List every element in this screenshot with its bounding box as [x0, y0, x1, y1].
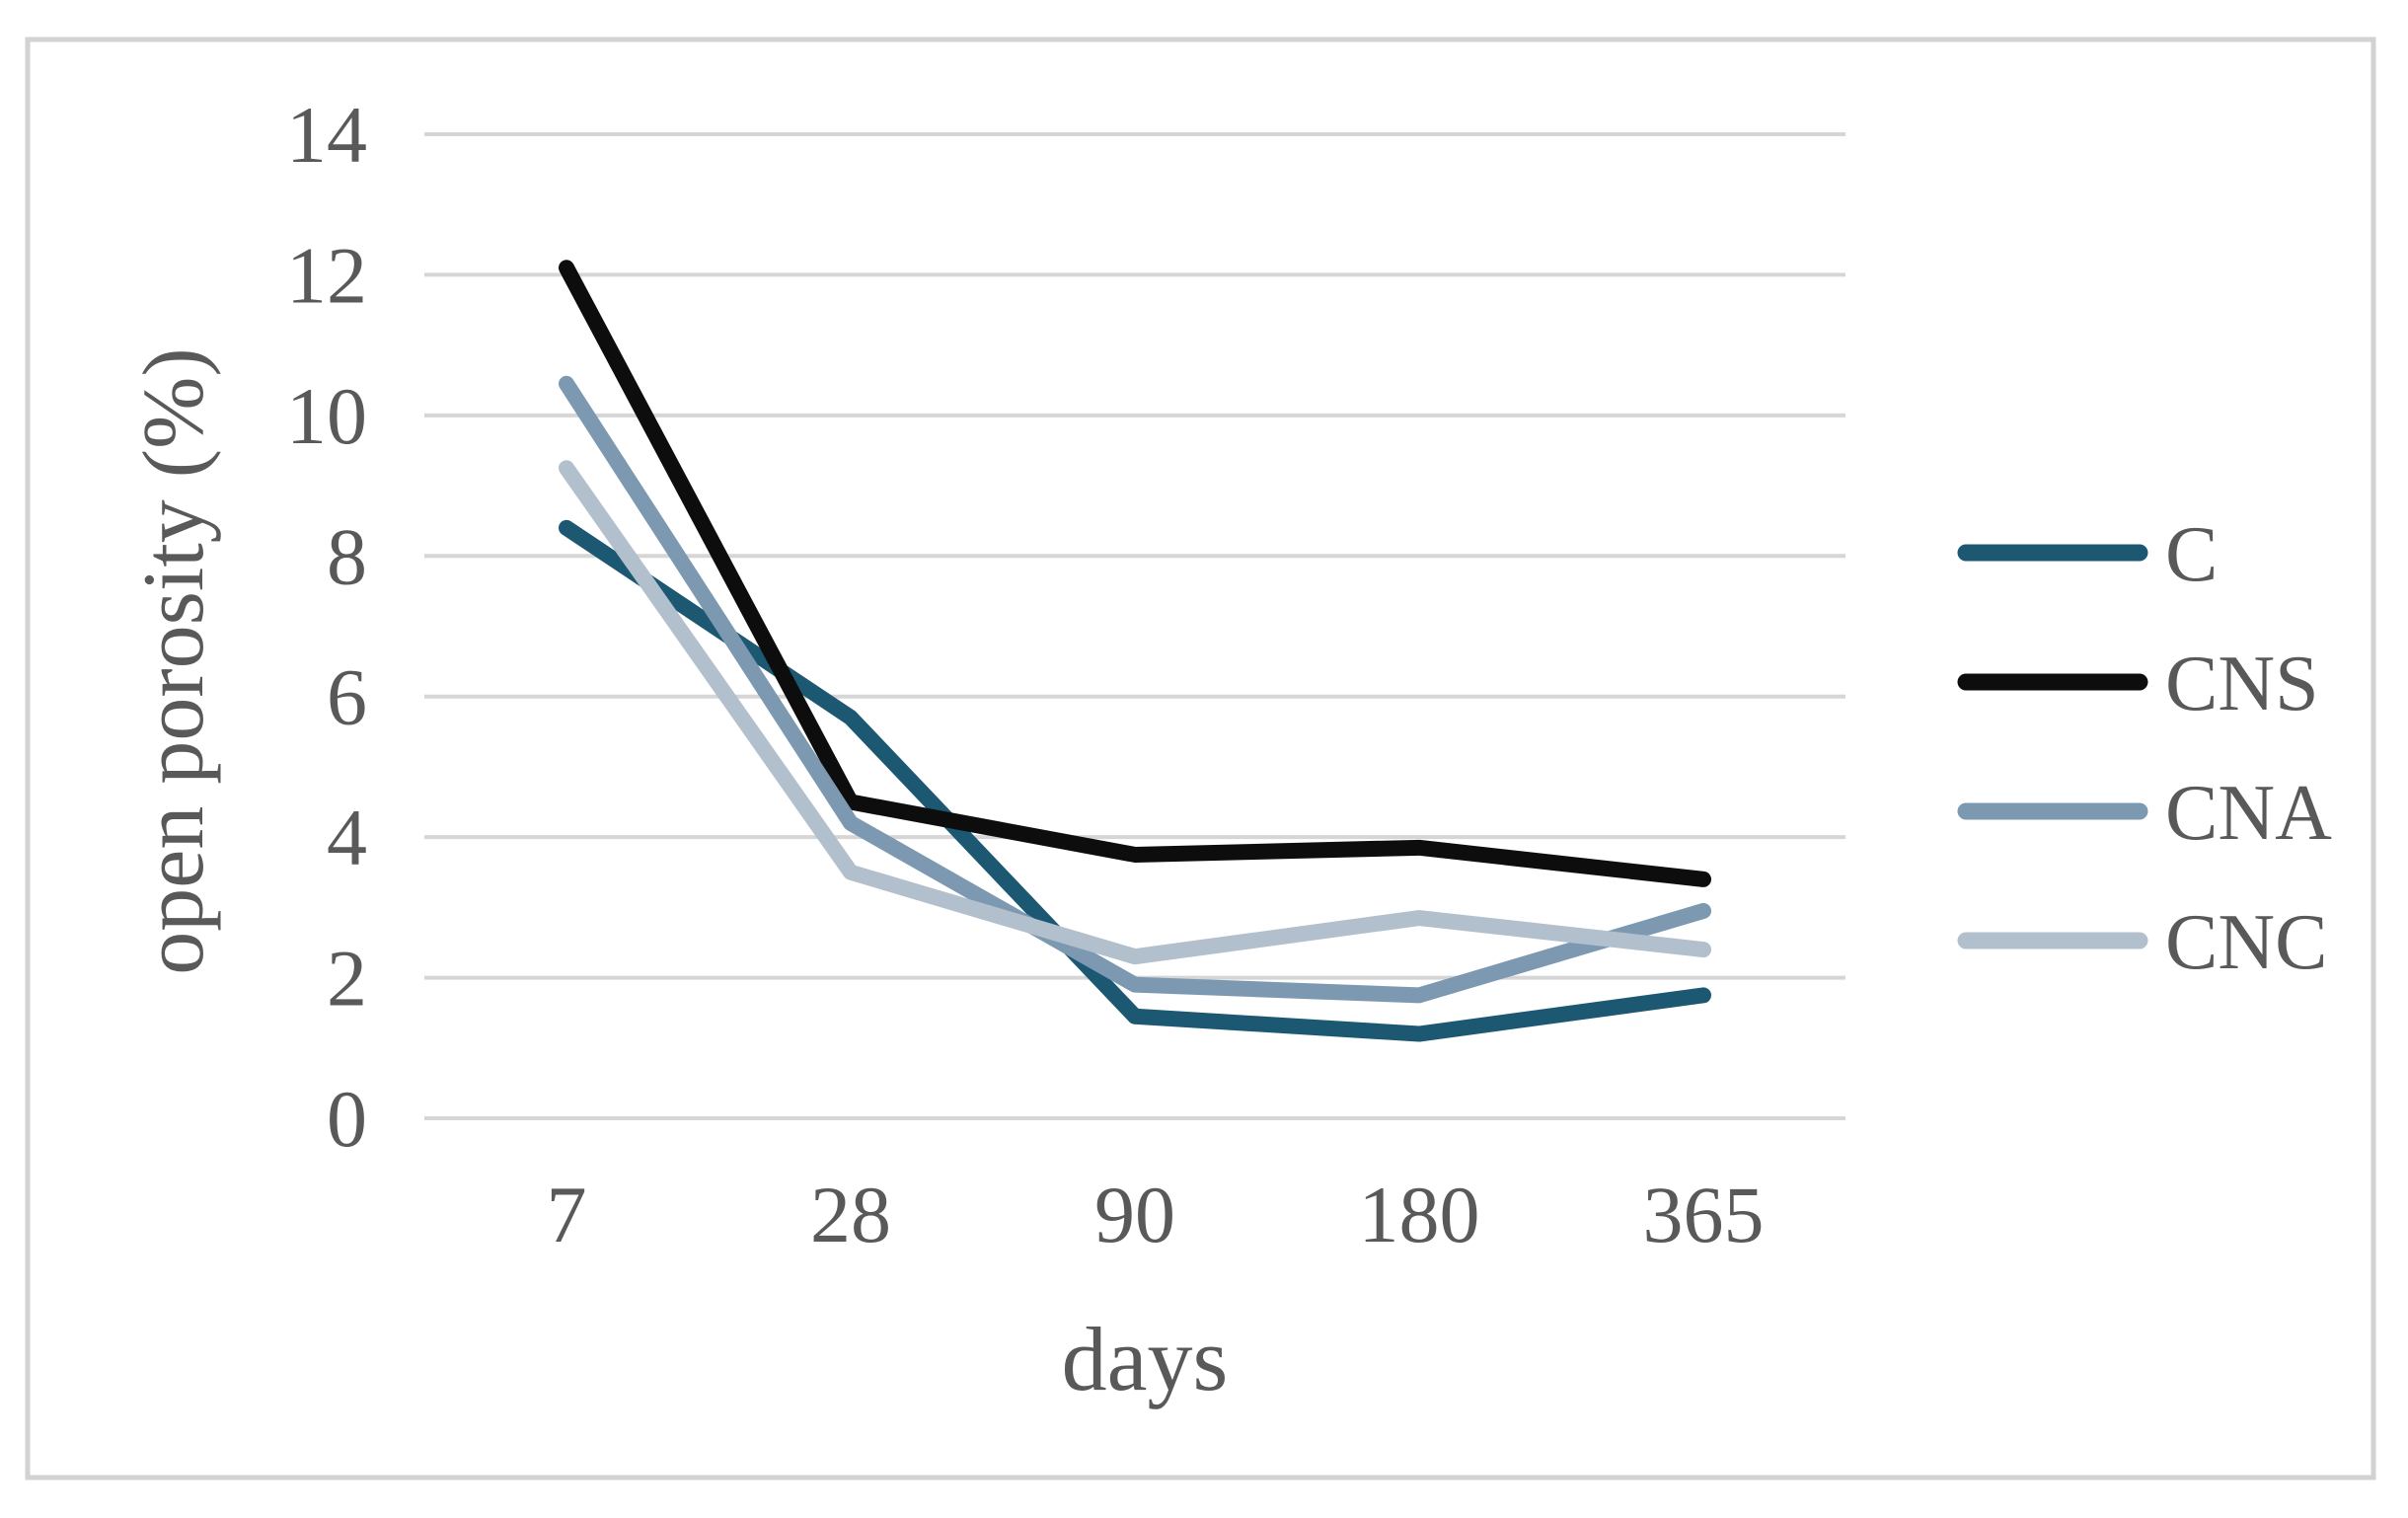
y-tick-label: 4 — [327, 793, 367, 882]
x-tick-label: 7 — [547, 1170, 587, 1259]
legend-label-cna: CNA — [2165, 770, 2332, 857]
legend-item-cns: CNS — [1957, 641, 2319, 727]
y-axis-tick-labels: 0 2 4 6 8 10 12 14 — [286, 90, 367, 1164]
series-line-cns — [559, 260, 1711, 887]
y-axis-title: open porosity (%) — [126, 347, 222, 974]
series-line-cnc — [559, 460, 1711, 965]
y-tick-label: 6 — [327, 652, 367, 742]
legend-item-c: C — [1957, 511, 2218, 598]
y-tick-label: 10 — [286, 371, 367, 461]
figure-border — [25, 37, 2376, 1480]
y-tick-label: 2 — [327, 934, 367, 1024]
x-tick-label: 180 — [1359, 1170, 1480, 1259]
series-line-c — [559, 519, 1711, 1042]
legend-item-cnc: CNC — [1957, 899, 2328, 986]
x-tick-label: 28 — [810, 1170, 891, 1259]
x-axis-title: days — [1062, 1309, 1229, 1409]
legend-label-cns: CNS — [2165, 641, 2319, 727]
gridlines — [424, 132, 1845, 1120]
x-tick-label: 90 — [1094, 1170, 1175, 1259]
series-lines — [559, 260, 1711, 1042]
legend-label-cnc: CNC — [2165, 899, 2328, 986]
legend-label-c: C — [2165, 511, 2218, 598]
series-line-cna — [559, 375, 1711, 1004]
x-axis-tick-labels: 7 28 90 180 365 — [547, 1170, 1765, 1259]
y-tick-label: 0 — [327, 1074, 367, 1164]
x-tick-label: 365 — [1643, 1170, 1765, 1259]
legend-item-cna: CNA — [1957, 770, 2332, 857]
y-tick-label: 8 — [327, 511, 367, 601]
y-tick-label: 12 — [286, 230, 367, 320]
legend: C CNS CNA CNC — [1957, 511, 2332, 986]
y-tick-label: 14 — [286, 90, 367, 180]
